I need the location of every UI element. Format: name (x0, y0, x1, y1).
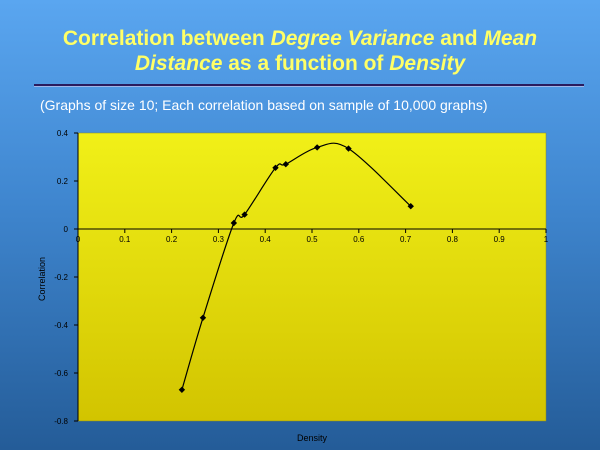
x-axis-title: Density (297, 433, 328, 443)
y-tick-label: -0.2 (54, 273, 68, 282)
data-point-marker (241, 211, 248, 218)
x-tick-label: 1 (544, 235, 549, 244)
x-tick-label: 0.2 (166, 235, 178, 244)
x-tick-label: 0.8 (447, 235, 459, 244)
title-divider (34, 84, 584, 87)
y-tick-label: 0.4 (57, 129, 69, 138)
x-tick-label: 0.6 (353, 235, 365, 244)
y-tick-label: 0 (64, 225, 69, 234)
x-tick-label: 0.9 (494, 235, 506, 244)
data-point-marker (407, 203, 414, 210)
x-tick-label: 0.4 (260, 235, 272, 244)
data-point-marker (345, 145, 352, 152)
x-tick-label: 0.3 (213, 235, 225, 244)
y-axis-title: Correlation (37, 257, 47, 301)
data-point-marker (178, 386, 186, 393)
x-tick-label: 0 (76, 235, 81, 244)
data-point-marker (313, 144, 321, 151)
x-tick-label: 0.5 (306, 235, 318, 244)
x-tick-label: 0.1 (119, 235, 131, 244)
slide-title: Correlation between Degree Variance and … (62, 27, 538, 75)
y-tick-label: -0.4 (54, 321, 68, 330)
plot-area (77, 132, 547, 422)
x-tick-label: 0.7 (400, 235, 412, 244)
data-point-marker (272, 164, 279, 171)
y-tick-label: -0.6 (54, 369, 68, 378)
y-tick-label: -0.8 (54, 417, 68, 426)
y-tick-label: 0.2 (57, 177, 69, 186)
data-point-marker (282, 161, 289, 168)
data-point-marker (230, 219, 238, 227)
slide-subtitle: (Graphs of size 10; Each correlation bas… (40, 97, 488, 113)
data-point-marker (199, 314, 207, 321)
